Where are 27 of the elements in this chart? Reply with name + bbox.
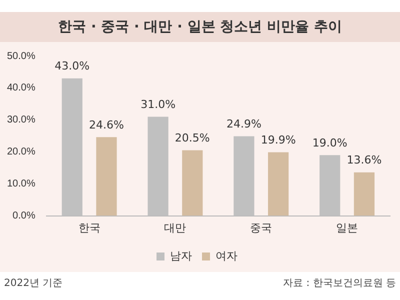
y-tick-label: 40.0% xyxy=(6,82,36,94)
text: 자료 : 한국보건의료원 등 xyxy=(283,277,396,290)
x-tick-label: 한국 xyxy=(78,222,100,234)
x-tick-label: 일본 xyxy=(336,222,358,234)
x-tick-label: 대만 xyxy=(164,222,186,234)
chart-title: 한국 · 중국 · 대만 · 일본 청소년 비만율 추이 xyxy=(0,12,400,42)
bar xyxy=(354,172,375,216)
legend-label: 남자 xyxy=(170,250,192,263)
text: 24.9% xyxy=(226,118,262,131)
text: 19.9% xyxy=(260,134,296,147)
text: 43.0% xyxy=(54,60,90,73)
text: 24.6% xyxy=(89,118,124,132)
text: 19.0% xyxy=(312,136,348,150)
bar xyxy=(268,152,289,216)
y-tick-label: 50.0% xyxy=(6,50,36,62)
y-tick-label: 30.0% xyxy=(6,114,36,126)
text: 13.6% xyxy=(346,154,382,167)
text: 20.5% xyxy=(174,132,210,145)
text: 31.0% xyxy=(140,98,176,112)
x-tick-label: 중국 xyxy=(250,222,272,234)
bar xyxy=(96,137,117,216)
y-tick-label: 20.0% xyxy=(6,146,36,158)
y-tick-label: 10.0% xyxy=(6,178,36,190)
legend-label: 여자 xyxy=(216,250,238,263)
text: 2022년 기준 xyxy=(4,277,63,290)
y-tick-label: 0.0% xyxy=(12,210,36,222)
bar xyxy=(182,150,203,216)
